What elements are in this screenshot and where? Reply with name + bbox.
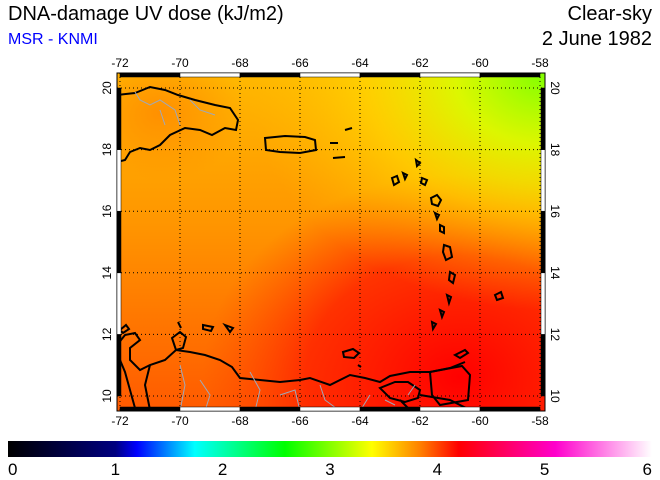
lon-tick-bottom: -70 <box>171 414 189 428</box>
frame-bar <box>239 72 301 78</box>
lon-tick-bottom: -68 <box>231 414 249 428</box>
axis-tick-labels: -72 -72 -70 -70 -68 -68 -66 -66 -64 -64 -62 -62 -60 -… <box>100 56 562 428</box>
lesser-antilles <box>390 157 505 332</box>
borders-rivers <box>134 91 416 411</box>
frame-bar <box>479 406 541 412</box>
colorbar-tick-label: 3 <box>325 460 334 479</box>
frame-bar <box>116 334 122 397</box>
lat-tick-right: 16 <box>548 205 562 219</box>
puerto-rico-coast <box>263 134 318 155</box>
lat-tick-right: 14 <box>548 266 562 280</box>
lon-tick-top: -70 <box>171 56 189 70</box>
frame-bar <box>540 210 546 274</box>
lon-tick-bottom: -60 <box>471 414 489 428</box>
lat-tick-left: 14 <box>100 266 114 280</box>
frame-bar <box>179 72 241 78</box>
lat-tick-right: 20 <box>548 81 562 95</box>
source-label: MSR - KNMI <box>8 31 98 48</box>
lon-tick-bottom: -72 <box>111 414 129 428</box>
frame-bar <box>116 210 122 274</box>
virgin-islands <box>330 127 353 159</box>
lon-tick-top: -62 <box>411 56 429 70</box>
colorbar-tick-label: 1 <box>111 460 120 479</box>
lake-maracaibo <box>119 359 151 411</box>
frame-bar <box>239 406 301 412</box>
lat-tick-left: 10 <box>100 389 114 403</box>
colorbar-labels: 0 1 2 3 4 5 6 <box>8 460 652 479</box>
frame-bar <box>419 406 481 412</box>
date-label: 2 June 1982 <box>541 28 652 50</box>
frame-bar <box>359 72 421 78</box>
lon-tick-top: -68 <box>231 56 249 70</box>
frame-bar <box>419 72 481 78</box>
frame-bar <box>116 149 122 212</box>
frame-bar <box>540 87 546 150</box>
map-title: DNA-damage UV dose (kJ/m2) <box>8 3 284 25</box>
frame-bar <box>179 406 241 412</box>
frame-bar <box>116 87 122 150</box>
trinidad <box>428 364 472 407</box>
lon-tick-top: -60 <box>471 56 489 70</box>
frame-bar <box>359 406 421 412</box>
coastlines <box>117 85 505 411</box>
colorbar <box>8 441 652 457</box>
tobago <box>452 348 470 360</box>
colorbar-tick-label: 2 <box>218 460 227 479</box>
frame-bar <box>119 406 181 412</box>
frame-scale-bars <box>116 72 546 412</box>
frame-bar <box>119 72 181 78</box>
frame-bar <box>479 72 541 78</box>
frame-bar <box>299 406 361 412</box>
lon-tick-bottom: -64 <box>351 414 369 428</box>
colorbar-tick-label: 6 <box>643 460 652 479</box>
lat-tick-left: 12 <box>100 327 114 341</box>
venezuela-coast <box>117 331 471 411</box>
colorbar-tick-label: 5 <box>540 460 549 479</box>
lat-tick-left: 18 <box>100 143 114 157</box>
lon-tick-top: -64 <box>351 56 369 70</box>
lat-tick-left: 20 <box>100 81 114 95</box>
colorbar-tick-label: 4 <box>433 460 442 479</box>
uv-field <box>117 73 545 411</box>
lat-tick-right: 12 <box>548 328 562 342</box>
lon-tick-top: -58 <box>531 56 549 70</box>
lon-tick-bottom: -66 <box>291 414 309 428</box>
frame-bar <box>116 272 122 335</box>
condition-label: Clear-sky <box>567 3 652 25</box>
hispaniola-coast <box>117 85 240 163</box>
lon-tick-top: -66 <box>291 56 309 70</box>
lon-tick-top: -72 <box>111 56 129 70</box>
paraguana <box>170 330 188 352</box>
margarita-island <box>341 347 362 368</box>
lon-tick-bottom: -62 <box>411 414 429 428</box>
frame-bar <box>540 272 546 335</box>
colorbar-tick-label: 0 <box>8 460 17 479</box>
lat-tick-left: 16 <box>100 204 114 218</box>
frame-bar <box>299 72 361 78</box>
abc-islands <box>118 321 235 335</box>
lon-tick-bottom: -58 <box>531 414 549 428</box>
lat-tick-right: 10 <box>548 389 562 403</box>
frame-bar <box>540 334 546 397</box>
frame-bar <box>540 149 546 212</box>
lat-tick-right: 18 <box>548 143 562 157</box>
